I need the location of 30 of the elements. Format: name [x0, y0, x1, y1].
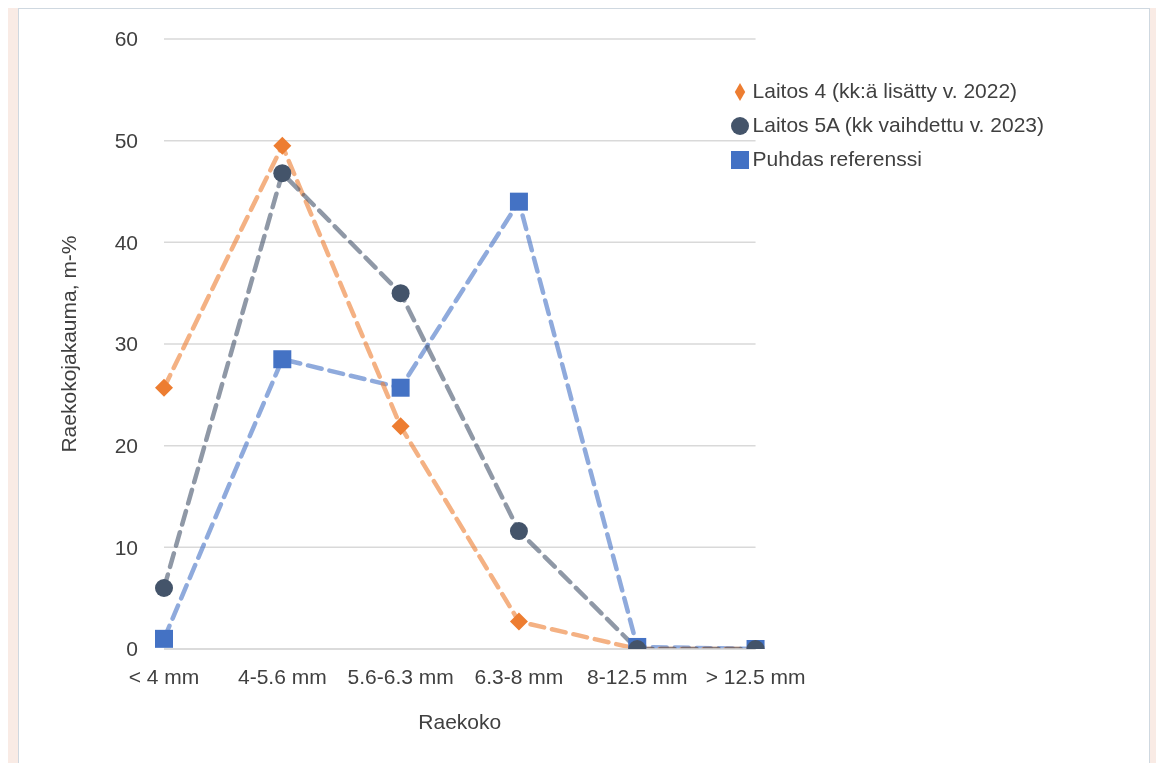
y-tick-label: 30 [114, 332, 138, 356]
point [391, 378, 410, 397]
x-axis-title: Raekoko [418, 710, 502, 733]
x-tick-label: 4-5.6 mm [237, 664, 327, 688]
y-tick-label: 60 [114, 27, 138, 51]
y-tick-label: 10 [114, 535, 138, 559]
y-tick-label: 40 [114, 230, 138, 254]
point [273, 136, 292, 155]
point [273, 164, 292, 183]
y-tick-label: 50 [114, 129, 138, 153]
y-tick-label: 20 [114, 434, 138, 458]
x-tick-label: 6.3-8 mm [474, 664, 564, 688]
point [391, 284, 410, 303]
legend-label: Laitos 5A (kk vaihdettu v. 2023) [752, 113, 1044, 136]
point [509, 522, 528, 541]
point [155, 579, 173, 597]
point [391, 417, 410, 436]
x-tick-label: < 4 mm [128, 664, 200, 688]
y-axis-title: Raekokojakauma, m-% [57, 235, 81, 453]
legend-label: Puhdas referenssi [752, 147, 922, 170]
x-tick-label: > 12.5 mm [705, 664, 806, 688]
x-tick-label: 5.6-6.3 mm [347, 664, 454, 688]
point [155, 378, 173, 397]
y-tick-label: 0 [126, 637, 138, 661]
point [509, 612, 528, 631]
legend-label: Laitos 4 (kk:ä lisätty v. 2022) [752, 79, 1018, 102]
point [509, 192, 528, 211]
point [273, 350, 292, 369]
x-tick-label: 8-12.5 mm [587, 664, 688, 688]
point [155, 629, 173, 648]
